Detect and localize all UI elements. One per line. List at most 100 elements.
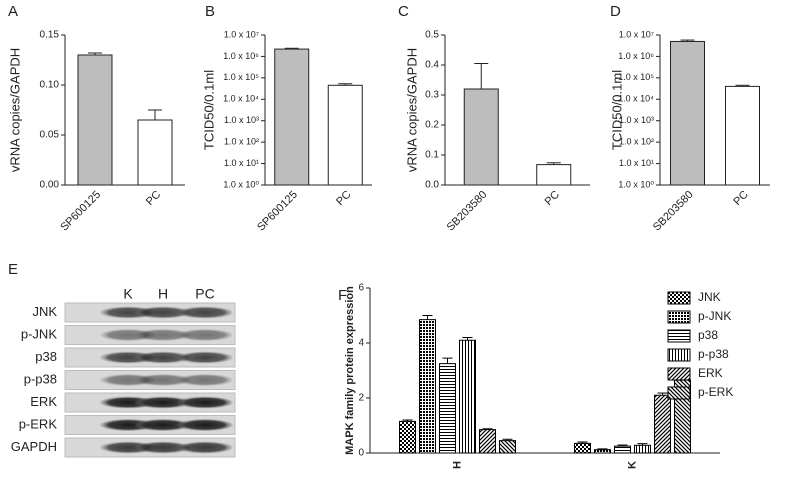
bar — [327, 84, 363, 186]
y-tick-label: 1.0 x 10⁶ — [618, 51, 654, 61]
bar — [439, 363, 456, 454]
y-axis-title: vRNA copies/GAPDH — [7, 48, 22, 172]
y-tick-label: 1.0 x 10³ — [224, 115, 259, 125]
y-tick-label: 0.15 — [40, 30, 60, 41]
y-tick-label: 0.1 — [425, 150, 439, 161]
lane-label: PC — [195, 286, 214, 302]
bar — [399, 420, 416, 454]
y-tick-label: 0.05 — [40, 130, 60, 141]
row-label: ERK — [30, 394, 57, 409]
legend-swatch — [667, 386, 691, 400]
y-tick-label: 1.0 x 10¹ — [619, 158, 654, 168]
legend-swatch — [667, 367, 691, 381]
x-tick-label: H — [451, 461, 463, 469]
blot-band — [177, 306, 233, 319]
bar — [614, 445, 631, 454]
blot-band — [177, 351, 233, 364]
y-tick-label: 4 — [358, 338, 364, 349]
row-label: JNK — [32, 304, 57, 319]
panel-label: A — [8, 3, 18, 20]
bar — [670, 40, 705, 186]
y-tick-label: 1.0 x 10⁷ — [619, 29, 654, 39]
y-tick-label: 0.0 — [425, 180, 439, 191]
blot-band — [177, 441, 233, 454]
panel-label: E — [8, 261, 18, 278]
legend-label: p-ERK — [698, 385, 733, 399]
blot-band — [135, 306, 191, 319]
blot-band — [135, 441, 191, 454]
bar — [574, 442, 591, 454]
lane-label: H — [158, 286, 168, 302]
bar — [137, 119, 173, 186]
x-tick-label: PC — [731, 189, 750, 208]
y-axis-title: TCID50/0.1ml — [609, 70, 624, 150]
y-tick-label: 0.2 — [425, 120, 439, 131]
x-tick-label: K — [626, 461, 638, 469]
bar — [499, 440, 516, 454]
y-tick-label: 1.0 x 10⁵ — [223, 72, 259, 82]
blot-band — [177, 396, 233, 409]
blot-band — [135, 374, 191, 386]
panel-label: D — [610, 3, 621, 20]
row-label: p-p38 — [24, 371, 57, 386]
legend-label: ERK — [698, 366, 723, 380]
blot-band — [135, 351, 191, 364]
panel-label: B — [205, 3, 215, 20]
bar — [419, 319, 436, 454]
blot-band — [177, 419, 233, 431]
legend-label: p-JNK — [698, 309, 731, 323]
legend-label: p38 — [698, 328, 718, 342]
x-tick-label: SP600125 — [255, 189, 300, 234]
y-tick-label: 1.0 x 10² — [619, 137, 654, 147]
bar — [274, 48, 310, 186]
legend-label: JNK — [698, 290, 721, 304]
bar — [634, 444, 651, 454]
row-label: GAPDH — [11, 439, 57, 454]
panel-label: F — [338, 287, 347, 304]
x-tick-label: PC — [334, 189, 353, 208]
legend-swatch — [667, 329, 691, 343]
x-tick-label: PC — [543, 189, 562, 208]
y-tick-label: 0.3 — [425, 90, 439, 101]
y-tick-label: 1.0 x 10⁰ — [223, 179, 259, 189]
blot-band — [135, 329, 191, 341]
legend-swatch — [667, 310, 691, 324]
row-label: p-JNK — [21, 326, 57, 341]
y-tick-label: 0.00 — [40, 180, 60, 191]
legend-swatch — [667, 291, 691, 305]
y-tick-label: 1.0 x 10⁷ — [224, 29, 259, 39]
bar — [725, 85, 760, 186]
bar — [459, 339, 476, 454]
bar — [77, 54, 113, 186]
y-tick-label: 1.0 x 10⁴ — [223, 94, 259, 104]
x-tick-label: PC — [144, 189, 163, 208]
y-tick-label: 1.0 x 10⁶ — [223, 51, 259, 61]
legend-label: p-p38 — [698, 347, 729, 361]
y-tick-label: 0.4 — [425, 60, 439, 71]
row-label: p38 — [35, 349, 57, 364]
x-tick-label: SP600125 — [58, 189, 103, 234]
y-tick-label: 1.0 x 10⁵ — [618, 72, 654, 82]
bar — [536, 164, 572, 186]
y-tick-label: 1.0 x 10³ — [619, 115, 654, 125]
bar — [594, 449, 611, 454]
y-tick-label: 2 — [358, 393, 364, 404]
bar — [479, 429, 496, 454]
bar — [654, 394, 671, 454]
y-axis-title: vRNA copies/GAPDH — [404, 48, 419, 172]
row-label: p-ERK — [19, 416, 58, 431]
y-tick-label: 0 — [358, 448, 364, 459]
y-tick-label: 1.0 x 10⁴ — [618, 94, 654, 104]
y-tick-label: 1.0 x 10¹ — [224, 158, 259, 168]
y-tick-label: 1.0 x 10² — [224, 137, 259, 147]
blot-band — [177, 329, 233, 341]
blot-band — [135, 396, 191, 409]
x-tick-label: SB203580 — [445, 189, 490, 234]
y-axis-title: TCID50/0.1ml — [201, 70, 216, 150]
x-tick-label: SB203580 — [651, 189, 696, 234]
lane-label: K — [123, 286, 133, 302]
legend-swatch — [667, 348, 691, 362]
panel-label: C — [398, 3, 409, 20]
blot-band — [135, 419, 191, 431]
